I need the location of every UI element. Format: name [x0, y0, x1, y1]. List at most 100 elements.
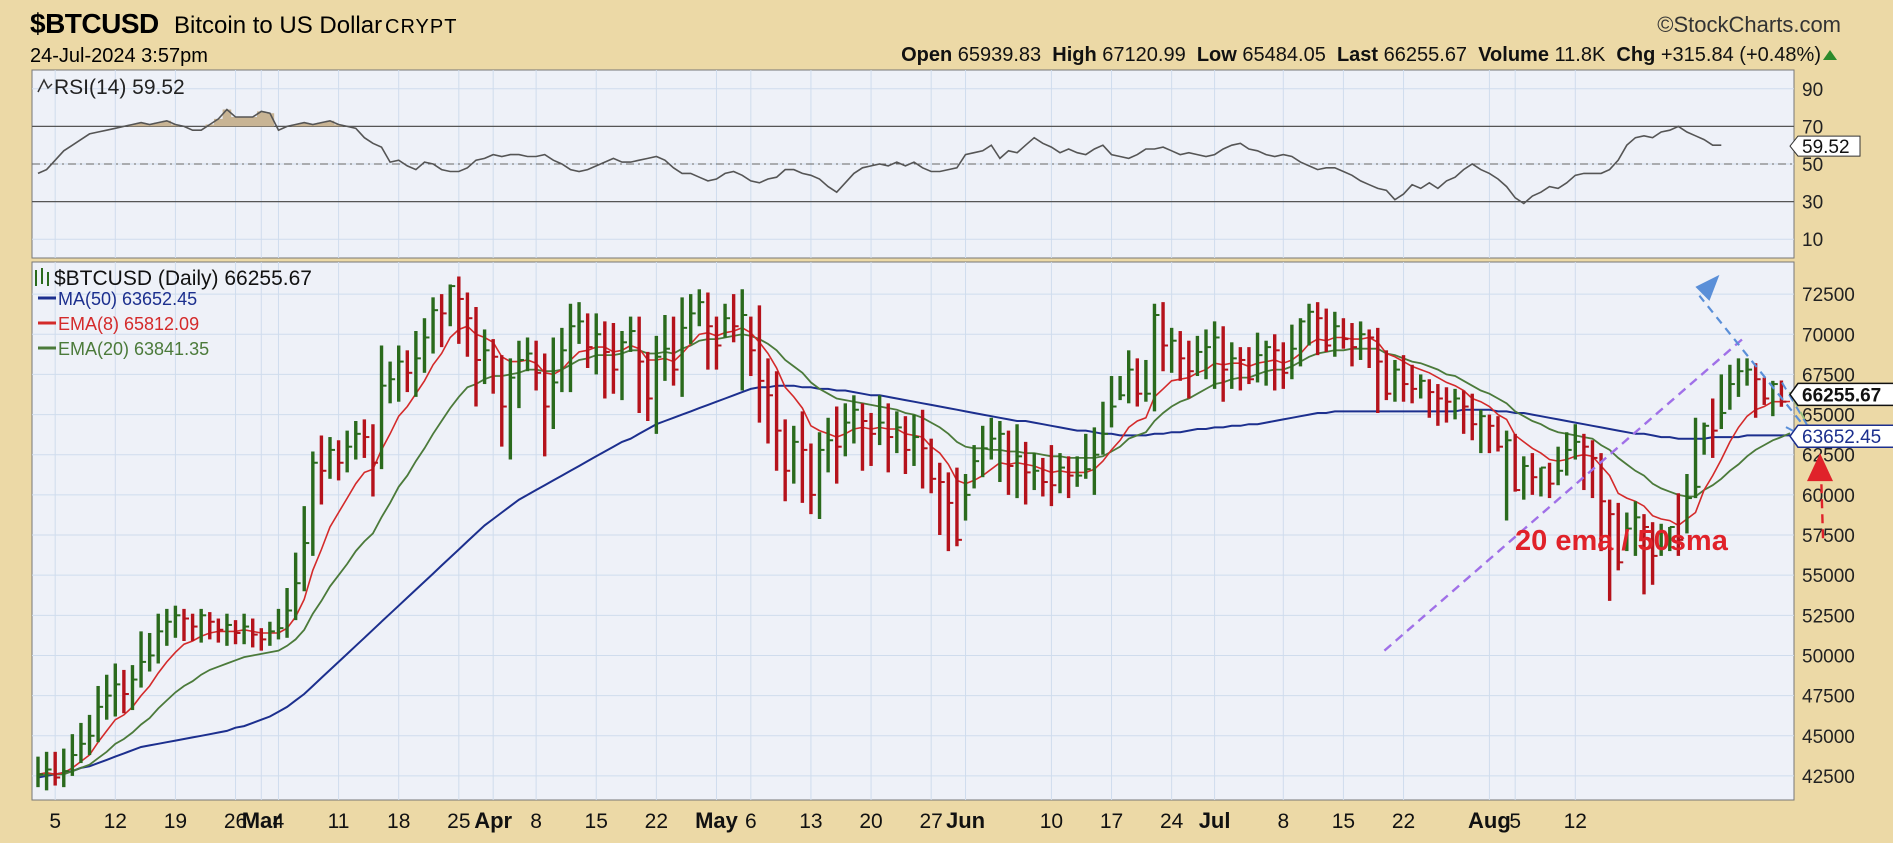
price-bar — [1144, 359, 1151, 402]
price-bar — [929, 438, 937, 494]
rsi-plot-area — [31, 69, 1795, 259]
rsi-legend: RSI(14) 59.52 — [54, 76, 185, 99]
price-value-tag — [1789, 424, 1893, 448]
price-bar — [697, 289, 705, 327]
price-bar — [482, 329, 490, 385]
price-bar — [371, 424, 378, 497]
price-bar — [500, 355, 507, 447]
price-bar — [79, 722, 86, 764]
price-bar — [1642, 514, 1649, 595]
price-bar — [560, 327, 567, 393]
price-bar — [1255, 332, 1263, 383]
price-bar — [1358, 321, 1366, 360]
price-bar — [998, 420, 1005, 483]
x-tick-label: 8 — [530, 810, 542, 833]
last-value: 66255.67 — [1383, 44, 1468, 66]
price-bar — [302, 506, 310, 592]
price-bar — [439, 294, 447, 348]
x-tick-label: 4 — [273, 810, 285, 833]
price-bar — [783, 419, 791, 502]
price-bar — [233, 620, 241, 645]
symbol-title: $BTCUSD — [30, 8, 159, 39]
price-bar — [345, 430, 353, 473]
price-bar — [1290, 324, 1297, 380]
price-bar — [1736, 358, 1744, 397]
price-bar — [285, 588, 293, 638]
price-bar — [1195, 335, 1203, 377]
price-bar — [1461, 390, 1469, 434]
price-tick-label: 62500 — [1802, 446, 1855, 467]
price-bar — [1367, 329, 1375, 368]
price-bar — [165, 608, 172, 646]
green-dash-projection — [1788, 391, 1819, 444]
blue-dash-projection — [1698, 295, 1819, 445]
price-bar — [130, 665, 138, 711]
x-tick-label: May — [695, 808, 739, 833]
price-bar — [646, 351, 653, 421]
price-bar — [611, 323, 619, 394]
price-tick-label: 67500 — [1802, 365, 1855, 386]
price-bar — [1530, 453, 1538, 495]
price-bar — [1006, 430, 1014, 495]
price-bar — [534, 340, 542, 391]
price-bar — [1753, 363, 1761, 418]
price-bar — [620, 331, 627, 401]
price-tick-label: 52500 — [1802, 606, 1855, 627]
price-bar — [1762, 377, 1770, 405]
price-bar — [1573, 424, 1581, 460]
price-tick-label: 42500 — [1802, 767, 1855, 788]
price-bar — [1702, 422, 1710, 455]
price-bar — [1221, 326, 1229, 402]
price-legend-icon — [35, 268, 49, 286]
rsi-last-value: 59.52 — [1802, 137, 1850, 158]
price-tick-label: 55000 — [1802, 566, 1855, 587]
price-bar — [70, 734, 78, 776]
x-tick-label: 24 — [1160, 810, 1184, 833]
price-bar — [1487, 414, 1495, 454]
price-bar — [963, 473, 971, 521]
x-tick-label: 5 — [1509, 810, 1521, 833]
open-value: 65939.83 — [957, 44, 1042, 66]
brand-watermark[interactable]: ©StockCharts.com — [1657, 12, 1841, 37]
price-bar — [1058, 453, 1065, 494]
price-bar — [1384, 350, 1392, 401]
price-bar — [1049, 445, 1057, 507]
price-bar — [1315, 302, 1323, 356]
price-bar — [1092, 427, 1100, 495]
price-bar — [414, 331, 421, 397]
price-bar — [1556, 446, 1564, 486]
x-tick-label: 15 — [1332, 810, 1355, 833]
price-tick-label: 60000 — [1802, 486, 1855, 507]
price-bar — [920, 409, 928, 489]
price-bar — [1298, 318, 1306, 367]
price-bar — [1324, 308, 1332, 352]
price-bar — [981, 425, 988, 478]
price-bar — [972, 445, 980, 489]
price-bar — [877, 395, 885, 446]
price-bar — [1135, 358, 1143, 407]
price-bar — [1719, 374, 1727, 430]
price-bar — [1616, 502, 1624, 571]
x-tick-label: 26 — [224, 810, 247, 833]
x-tick-label: Aug — [1468, 808, 1511, 833]
annotation-arrow-shaft — [1819, 470, 1825, 539]
price-bar — [723, 303, 731, 338]
annotation-label: 20 ema / 50sma — [1515, 525, 1729, 557]
price-bar — [1693, 417, 1701, 499]
price-bar — [594, 313, 602, 375]
price-bar — [1590, 440, 1598, 499]
price-bar — [1470, 393, 1478, 441]
price-bar — [568, 303, 576, 393]
price-bar — [774, 371, 782, 471]
x-tick-label: 13 — [799, 810, 822, 833]
price-bar — [1745, 358, 1753, 386]
x-tick-label: 5 — [49, 810, 61, 833]
price-bar — [87, 714, 95, 756]
ohlc-bar: Open 65939.83 High 67120.99 Low 65484.05… — [901, 44, 1821, 67]
price-bar — [1728, 364, 1735, 410]
price-bar — [465, 292, 473, 357]
price-bar — [1547, 462, 1555, 499]
price-bar — [1513, 433, 1521, 492]
